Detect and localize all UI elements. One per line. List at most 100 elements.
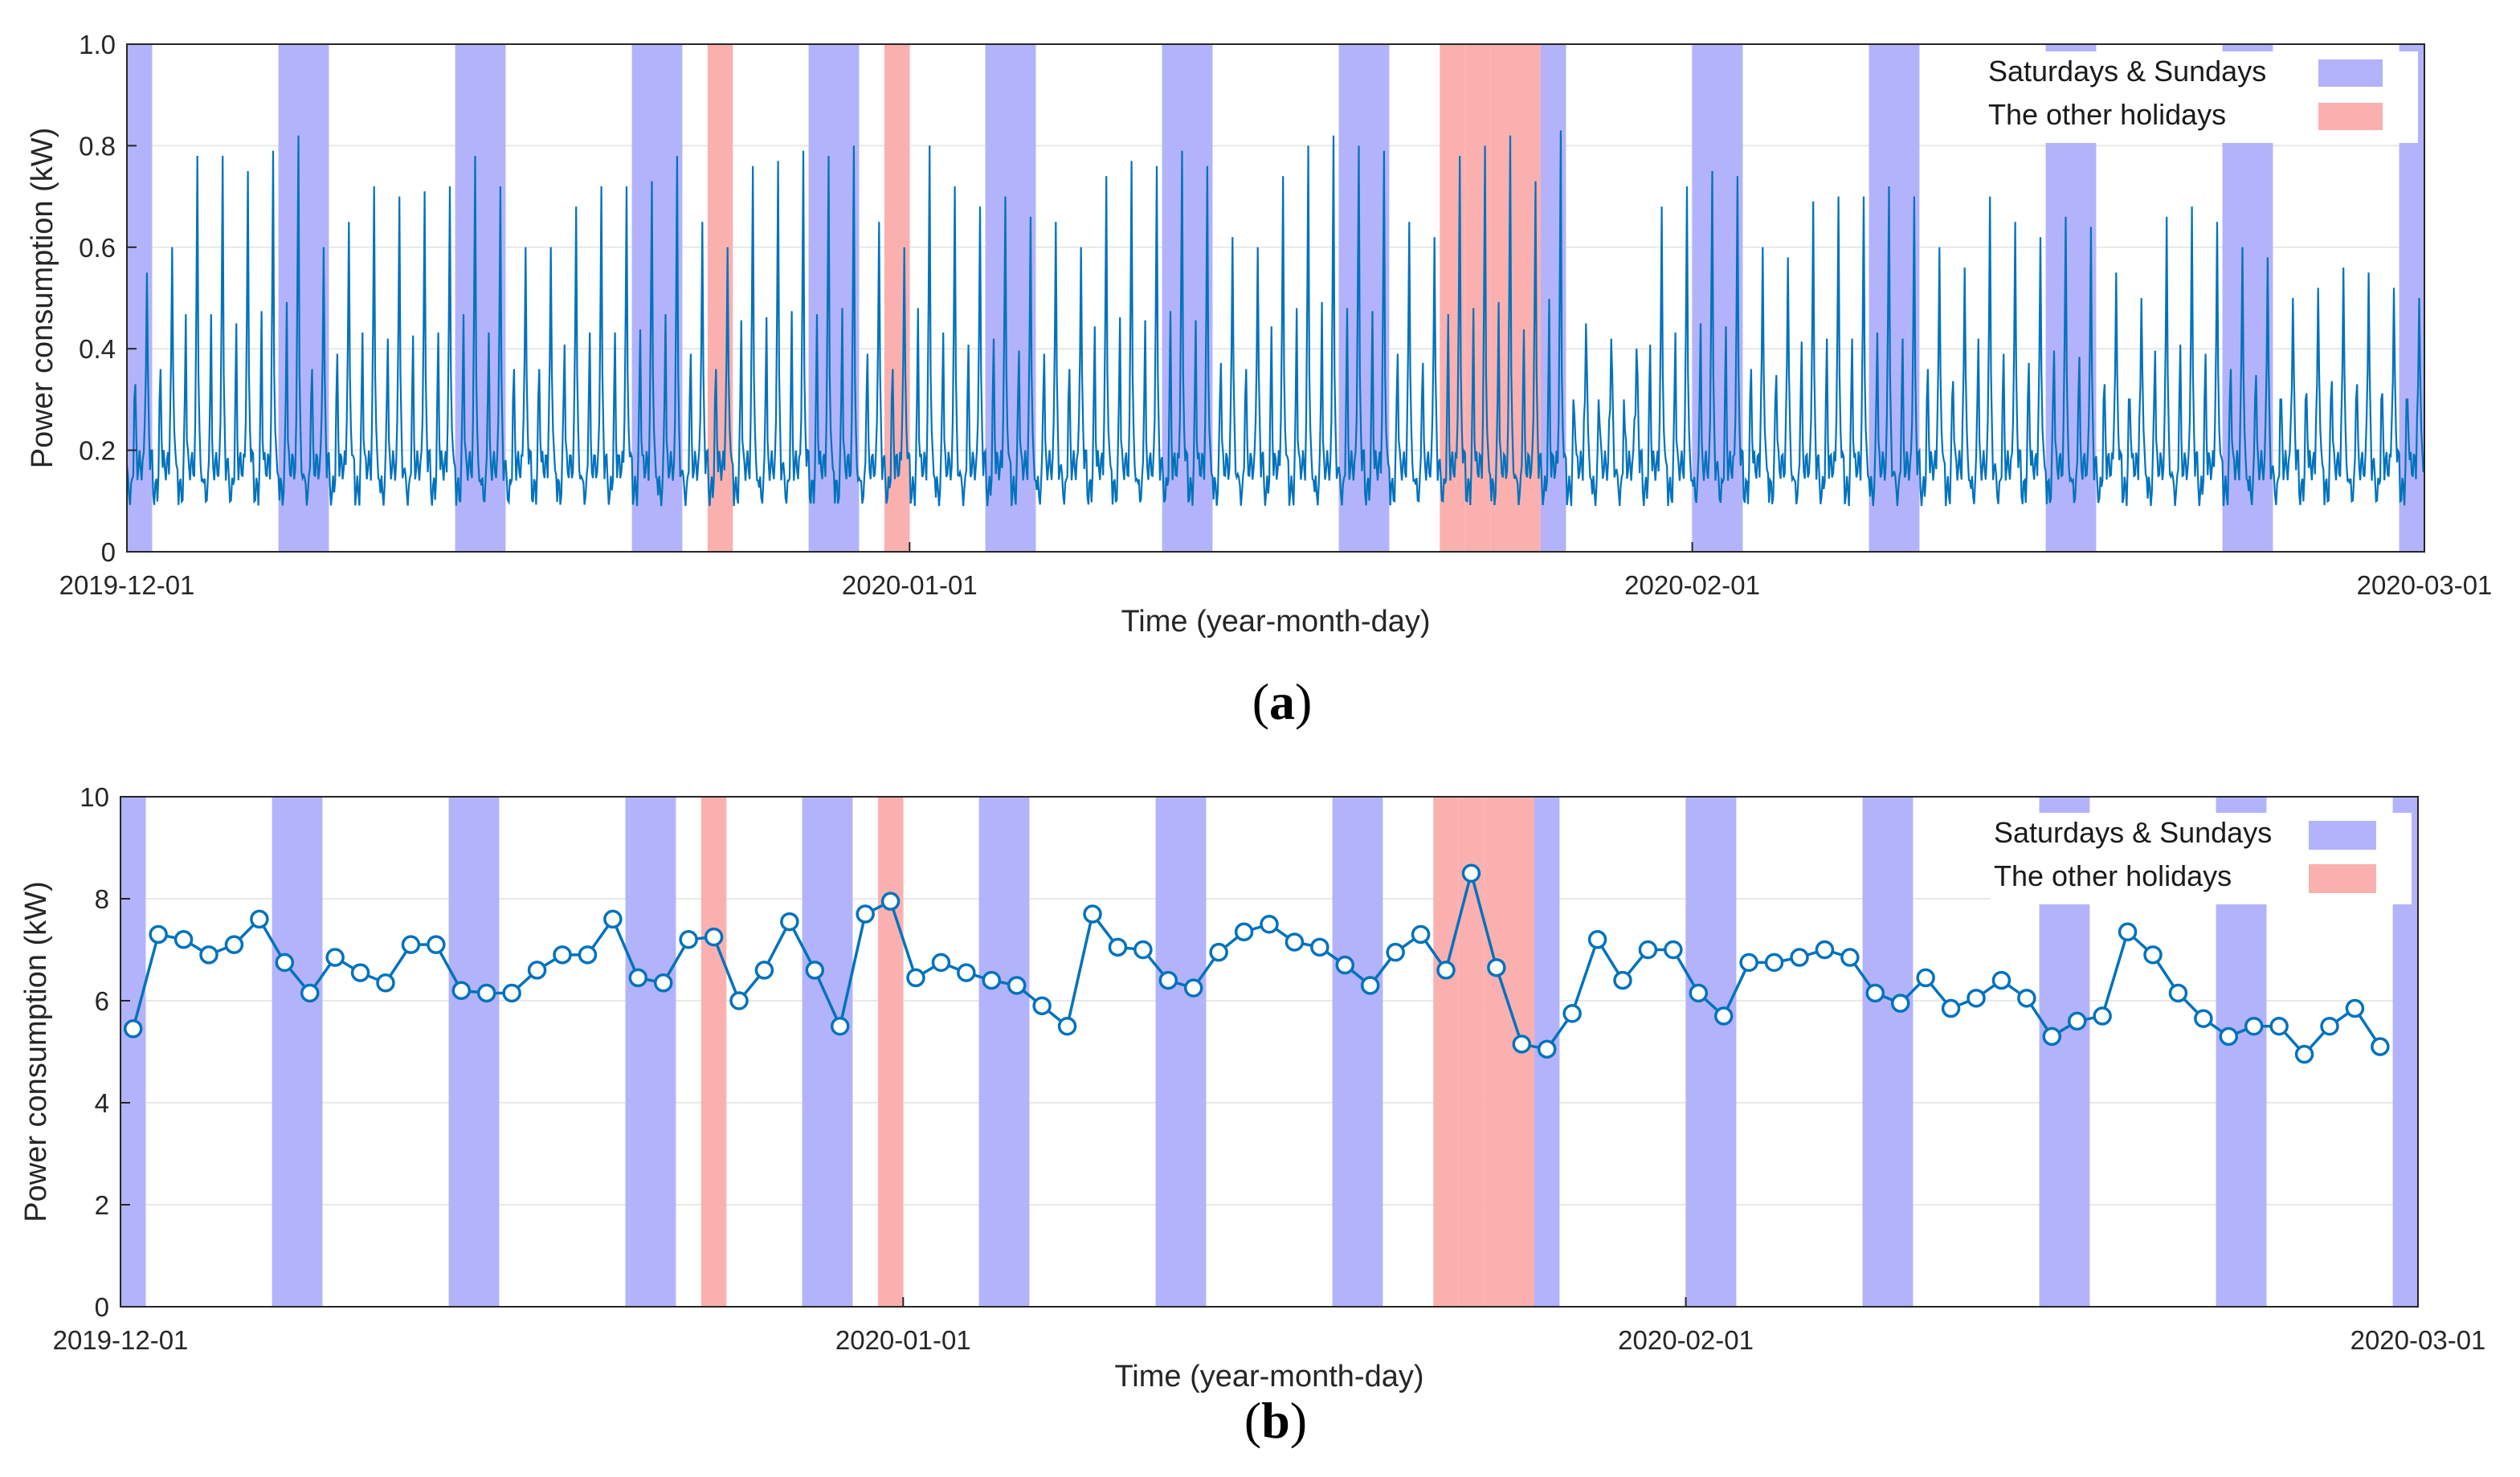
data-point <box>1209 942 1228 962</box>
data-point <box>1991 970 2012 990</box>
data-point <box>880 892 901 911</box>
y-tick-label: 0.2 <box>79 436 116 466</box>
data-point <box>451 981 472 1001</box>
data-point <box>1310 937 1329 957</box>
data-point <box>957 963 976 982</box>
data-point <box>1713 1006 1734 1026</box>
data-point <box>224 935 244 954</box>
x-tick-label: 2020-02-01 <box>1618 1325 1754 1355</box>
data-point <box>1083 904 1102 924</box>
data-point <box>2093 1006 2112 1026</box>
y-tick-label: 0.6 <box>79 233 116 263</box>
data-point <box>1234 922 1254 942</box>
data-point <box>1537 1039 1557 1059</box>
legend-swatch-holiday <box>2318 103 2383 130</box>
data-point <box>1512 1034 1532 1054</box>
data-point <box>350 963 370 982</box>
data-point <box>2067 1011 2087 1031</box>
data-point <box>2345 998 2365 1018</box>
legend-label: Saturdays & Sundays <box>1988 55 2266 88</box>
weekend-band <box>1711 797 1737 1307</box>
legend-swatch-holiday <box>2309 864 2376 893</box>
data-point <box>856 904 875 924</box>
data-point <box>931 953 951 973</box>
data-point <box>2194 1009 2213 1028</box>
data-point <box>805 961 825 980</box>
weekend-band <box>802 797 827 1307</box>
holiday-band <box>877 797 904 1307</box>
data-point <box>1739 953 1758 973</box>
data-point <box>2017 989 2036 1008</box>
data-point <box>149 924 168 945</box>
data-point <box>830 1017 850 1036</box>
y-tick-label: 4 <box>95 1088 109 1118</box>
y-tick-label: 6 <box>95 986 109 1016</box>
data-point <box>325 948 345 967</box>
weekend-band <box>1181 797 1207 1307</box>
weekend-band <box>297 797 323 1307</box>
data-point <box>123 1019 143 1038</box>
data-point <box>729 991 749 1010</box>
y-tick-label: 0 <box>95 1292 109 1322</box>
weekend-band <box>978 797 1004 1307</box>
x-tick-label: 2020-03-01 <box>2351 1325 2486 1355</box>
x-axis-title: Time (year-month-day) <box>1114 1360 1423 1393</box>
y-axis-title: Power consumption (kW) <box>26 128 59 468</box>
data-point <box>1133 940 1153 960</box>
data-point <box>553 945 572 965</box>
data-point <box>275 953 295 973</box>
data-point <box>1967 989 1986 1008</box>
data-point <box>1941 998 1961 1018</box>
x-tick-label: 2019-12-01 <box>53 1325 189 1355</box>
weekend-band <box>651 797 676 1307</box>
data-point <box>250 909 269 929</box>
data-point <box>2168 983 2188 1003</box>
y-tick-label: 0.4 <box>79 334 116 364</box>
data-point <box>1285 932 1305 952</box>
y-tick-label: 10 <box>80 782 109 812</box>
weekend-band <box>1862 797 1888 1307</box>
panel-label: (a) <box>1252 673 1313 730</box>
data-point <box>2042 1026 2062 1047</box>
legend-label: The other holidays <box>1988 98 2226 131</box>
legend-label: The other holidays <box>1994 859 2232 892</box>
data-point <box>401 935 421 954</box>
data-point <box>2143 945 2163 965</box>
weekend-band <box>1358 797 1383 1307</box>
x-axis-title: Time (year-month-day) <box>1121 605 1430 639</box>
x-tick-label: 2020-01-01 <box>842 570 978 600</box>
data-point <box>906 968 925 988</box>
data-point <box>1335 955 1355 975</box>
data-point <box>1487 957 1506 977</box>
y-tick-label: 1.0 <box>79 30 116 59</box>
weekend-band <box>1332 797 1358 1307</box>
series-line <box>125 130 2424 507</box>
weekend-band <box>127 44 153 552</box>
data-point <box>1411 924 1431 945</box>
x-tick-label: 2020-03-01 <box>2357 570 2493 600</box>
data-point <box>1260 915 1279 934</box>
holiday-band <box>700 797 727 1307</box>
data-point <box>1613 970 1632 990</box>
data-point <box>1461 863 1481 883</box>
x-tick-label: 2020-02-01 <box>1624 570 1760 600</box>
chart-panel-a: 0 0.2 0.4 0.6 0.8 1.0 2019-12-01 2020-01-01 2020… <box>26 30 2492 730</box>
data-point <box>704 927 724 947</box>
weekend-band <box>304 44 329 552</box>
data-point <box>653 973 673 993</box>
data-point <box>2269 1017 2289 1036</box>
holiday-band <box>884 44 910 552</box>
x-tick-label: 2020-01-01 <box>835 1325 971 1355</box>
y-tick-label: 0.8 <box>79 131 116 161</box>
legend-label: Saturdays & Sundays <box>1994 816 2272 849</box>
data-point <box>1158 970 1178 990</box>
data-point <box>1764 953 1784 973</box>
weekend-band <box>448 797 474 1307</box>
data-point <box>1436 961 1456 980</box>
data-point <box>2118 922 2138 942</box>
data-point <box>1890 994 1910 1013</box>
data-point <box>2320 1017 2339 1036</box>
data-point <box>2371 1037 2390 1056</box>
data-point <box>780 912 799 932</box>
data-point <box>174 930 194 949</box>
